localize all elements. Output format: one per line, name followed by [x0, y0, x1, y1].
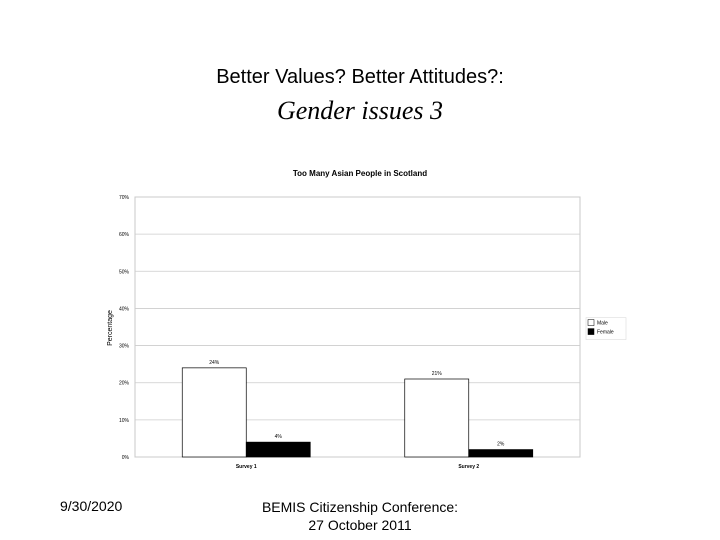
legend-swatch	[587, 328, 595, 335]
y-tick-label: 40%	[119, 306, 130, 312]
chart-title: Too Many Asian People in Scotland	[293, 169, 427, 178]
bar	[181, 367, 247, 458]
y-axis-label: Percentage	[107, 310, 114, 346]
footer-conference-line2: 27 October 2011	[308, 517, 412, 533]
footer-date: 9/30/2020	[60, 498, 123, 514]
bar	[245, 441, 311, 458]
data-label: 2%	[497, 442, 505, 448]
y-tick-label: 70%	[119, 195, 130, 201]
slide-title: Better Values? Better Attitudes?:	[216, 66, 504, 88]
y-tick-label: 0%	[122, 455, 130, 461]
y-tick-label: 50%	[119, 269, 130, 275]
legend-entry: Female	[597, 330, 614, 336]
y-tick-label: 10%	[119, 418, 130, 424]
bar	[404, 378, 470, 458]
y-tick-label: 60%	[119, 232, 130, 238]
bar	[468, 449, 534, 458]
data-label: 4%	[275, 434, 283, 440]
footer-conference: BEMIS Citizenship Conference: 27 October…	[200, 498, 520, 534]
x-tick-label: Survey 1	[236, 464, 257, 470]
y-tick-label: 20%	[119, 381, 130, 387]
data-label: 21%	[432, 371, 443, 377]
bar-chart: Too Many Asian People in Scotland Percen…	[107, 169, 627, 470]
data-label: 24%	[209, 360, 220, 366]
y-tick-label: 30%	[119, 344, 130, 350]
legend-entry: Male	[597, 321, 608, 327]
slide-subtitle: Gender issues 3	[276, 96, 444, 125]
footer-conference-line1: BEMIS Citizenship Conference:	[261, 499, 459, 515]
x-tick-label: Survey 2	[458, 464, 479, 470]
legend-swatch	[587, 319, 595, 326]
legend-box	[585, 317, 627, 340]
